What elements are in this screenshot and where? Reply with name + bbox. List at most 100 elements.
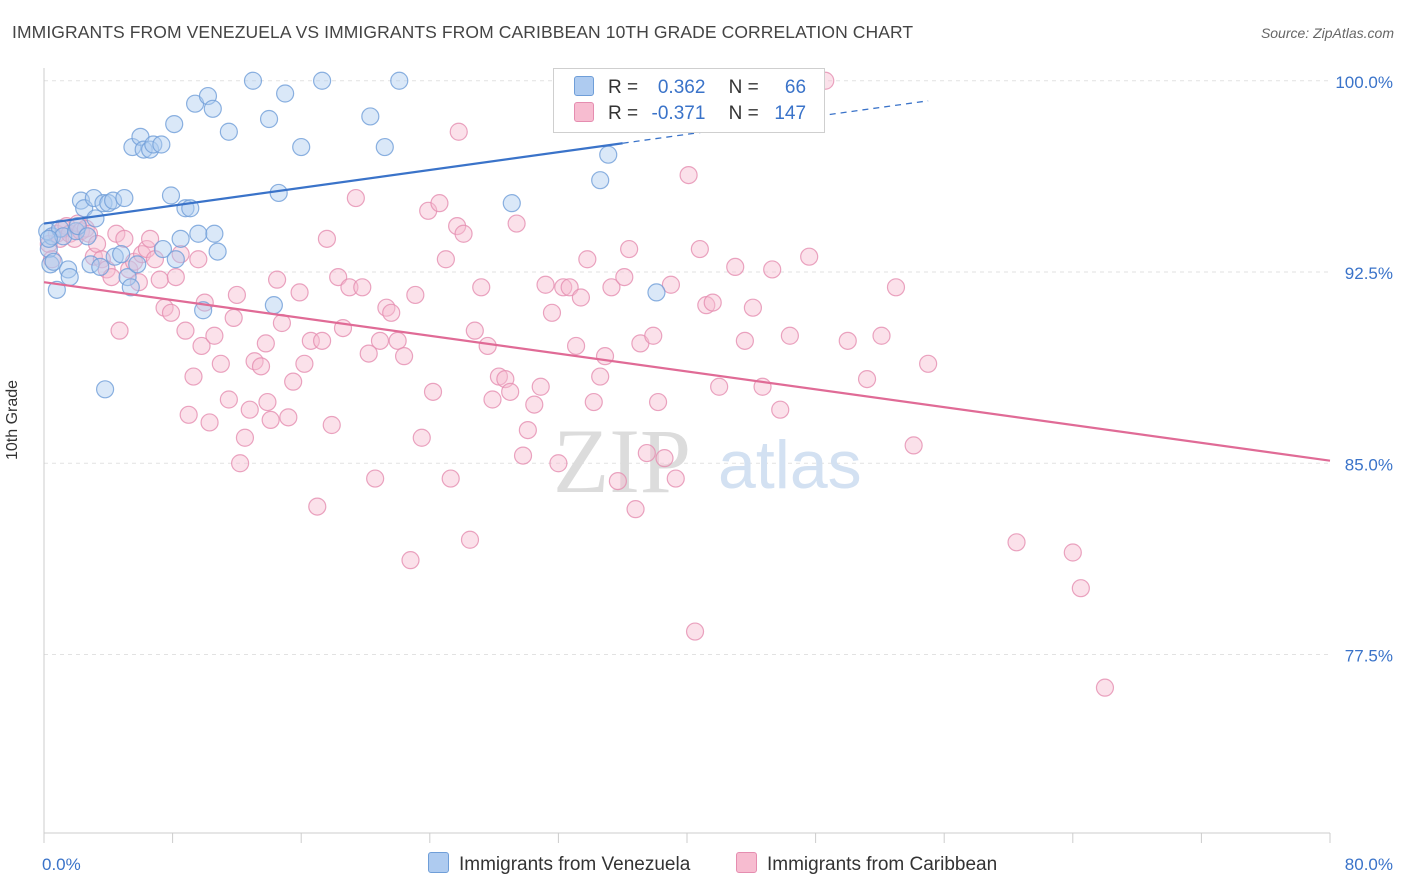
caribbean-point xyxy=(322,415,341,435)
caribbean-point xyxy=(525,395,544,414)
venezuela-point xyxy=(312,71,332,90)
caribbean-point xyxy=(584,392,603,412)
caribbean-point xyxy=(710,377,729,396)
caribbean-point xyxy=(102,268,121,287)
venezuela-point xyxy=(84,188,103,208)
caribbean-point xyxy=(150,270,169,289)
caribbean-point xyxy=(1071,579,1090,598)
caribbean-point xyxy=(353,278,372,297)
venezuela-point xyxy=(95,380,115,399)
caribbean-point xyxy=(648,392,668,412)
caribbean-point xyxy=(571,288,591,307)
caribbean-point xyxy=(620,239,639,259)
trend-lines xyxy=(43,100,1331,462)
caribbean-point xyxy=(501,382,520,401)
venezuela-point xyxy=(128,255,147,274)
caribbean-point xyxy=(536,275,555,294)
caribbean-point xyxy=(176,321,195,340)
caribbean-point xyxy=(735,331,754,350)
venezuela-point xyxy=(59,260,78,279)
caribbean-point xyxy=(382,303,401,322)
venezuela-point xyxy=(112,245,131,264)
caribbean-point xyxy=(602,278,621,297)
caribbean-point xyxy=(507,214,526,233)
caribbean-point xyxy=(179,405,198,424)
caribbean-point xyxy=(161,303,181,322)
caribbean-point xyxy=(872,326,891,345)
caribbean-point xyxy=(531,377,550,396)
venezuela-point xyxy=(361,107,380,126)
caribbean-point xyxy=(166,268,185,287)
venezuela-point xyxy=(99,194,118,213)
legend-r-value: 0.362 xyxy=(657,77,706,98)
caribbean-point xyxy=(780,326,799,345)
caribbean-point xyxy=(919,354,938,373)
venezuela-point xyxy=(115,188,134,208)
venezuela-point xyxy=(104,191,123,210)
caribbean-point xyxy=(454,224,473,243)
venezuela-point xyxy=(264,296,283,315)
caribbean-point xyxy=(267,270,287,289)
chart-source: Source: ZipAtlas.com xyxy=(1260,25,1394,41)
caribbean-point xyxy=(436,250,455,269)
venezuela-point xyxy=(599,145,618,164)
venezuela-point xyxy=(166,250,185,269)
venezuela-point xyxy=(171,229,190,248)
venezuela-point xyxy=(647,283,666,302)
caribbean-point xyxy=(478,336,497,356)
caribbean-trend-line xyxy=(43,281,1331,462)
caribbean-point xyxy=(513,446,533,465)
caribbean-point xyxy=(184,367,203,386)
caribbean-point xyxy=(554,278,573,297)
caribbean-point xyxy=(340,278,359,297)
bottom-legend-venezuela: Immigrants from Venezuela xyxy=(428,852,690,876)
caribbean-point xyxy=(394,347,414,366)
caribbean-point xyxy=(472,278,491,297)
caribbean-point xyxy=(578,250,597,269)
caribbean-point xyxy=(441,469,460,488)
venezuela-point xyxy=(269,183,288,203)
caribbean-point xyxy=(743,298,763,317)
legend-n-value: 147 xyxy=(774,103,807,124)
caribbean-point xyxy=(401,551,420,570)
venezuela-trend-line xyxy=(43,142,623,225)
venezuela-point xyxy=(39,229,58,248)
venezuela-point xyxy=(502,194,521,213)
watermark: ZIP atlas xyxy=(553,410,862,512)
venezuela-point xyxy=(86,209,105,228)
legend-n-label: N = xyxy=(728,103,759,124)
caribbean-point xyxy=(256,334,275,353)
legend-r-label: R = xyxy=(608,77,639,98)
caribbean-point xyxy=(1063,543,1082,562)
caribbean-point xyxy=(838,331,857,350)
venezuela-point xyxy=(140,140,160,159)
caribbean-point xyxy=(644,326,663,345)
caribbean-point xyxy=(211,354,230,373)
caribbean-point xyxy=(388,331,407,350)
legend-swatch-venezuela xyxy=(574,76,594,96)
caribbean-point xyxy=(549,454,568,473)
venezuela-point xyxy=(44,252,63,271)
caribbean-point xyxy=(308,497,327,516)
venezuela-point xyxy=(194,301,213,320)
caribbean-point xyxy=(1095,678,1115,697)
caribbean-point xyxy=(312,331,332,350)
caribbean-point xyxy=(595,347,615,366)
venezuela-point xyxy=(161,186,181,205)
caribbean-point xyxy=(661,275,681,294)
axes xyxy=(43,68,1331,843)
venezuela-point xyxy=(243,71,263,90)
caribbean-point xyxy=(258,392,277,412)
bottom-legend-swatch-caribbean xyxy=(736,852,757,873)
caribbean-point xyxy=(449,122,468,141)
venezuela-points xyxy=(38,71,690,399)
venezuela-point xyxy=(189,224,208,243)
caribbean-point xyxy=(771,400,790,419)
caribbean-point xyxy=(886,278,906,297)
legend-row-venezuela: R = 0.362 N = 66 xyxy=(574,76,806,100)
venezuela-point xyxy=(153,239,173,259)
caribbean-point xyxy=(608,472,627,491)
caribbean-point xyxy=(518,421,537,440)
caribbean-point xyxy=(205,326,224,345)
